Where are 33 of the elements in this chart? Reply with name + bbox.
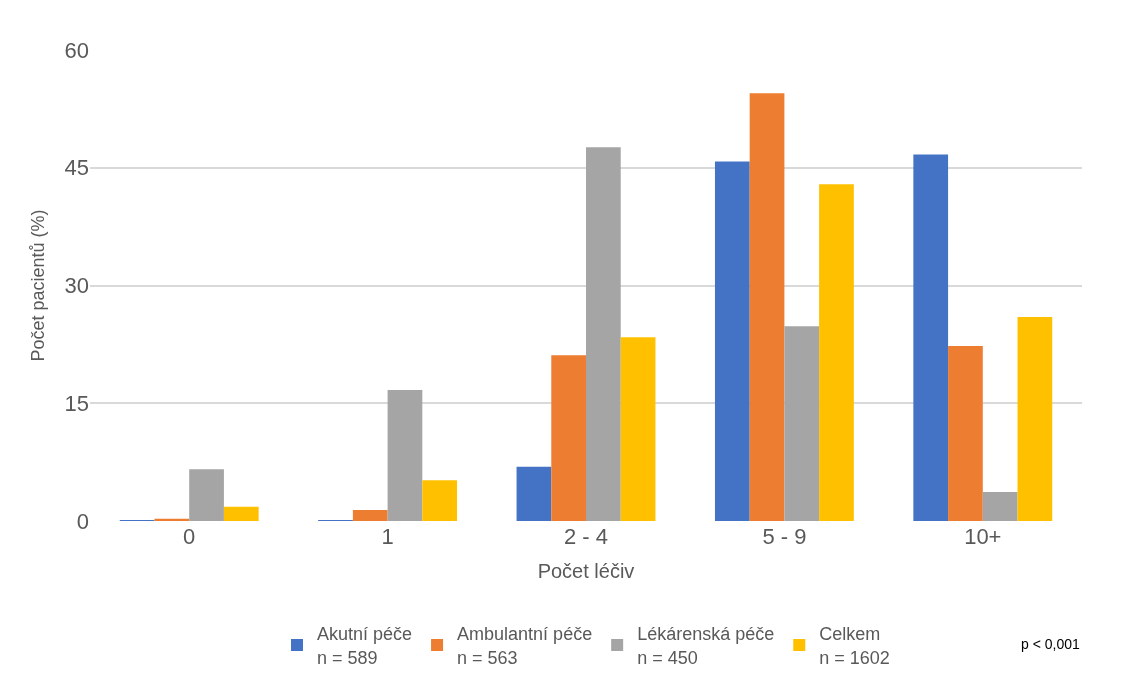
y-tick-label: 60 (64, 37, 89, 63)
bar (714, 161, 750, 521)
bar (620, 337, 656, 521)
legend-label: Akutní péče n = 589 (317, 624, 413, 668)
bar (819, 184, 854, 521)
legend-label: Ambulantní péče n = 563 (457, 624, 593, 668)
bar (189, 469, 224, 521)
bar (223, 506, 259, 521)
legend-label: Celkem n = 1602 (819, 624, 890, 668)
y-axis-title: Počet pacientů (%) (27, 209, 48, 362)
y-tick-label: 45 (64, 155, 89, 181)
bar (387, 389, 423, 521)
legend-label: Lékárenská péče n = 450 (637, 624, 775, 668)
bar (352, 510, 388, 521)
x-tick-label: 5 - 9 (762, 524, 807, 549)
text: p < 0,001 (1021, 636, 1080, 652)
x-axis-title: Počet léčiv (537, 559, 635, 582)
bar (586, 147, 621, 521)
y-tick-label: 15 (64, 390, 89, 416)
x-tick-label: 2 - 4 (563, 524, 609, 549)
x-tick-label: 0 (183, 524, 196, 549)
bar (749, 93, 785, 521)
bar (982, 491, 1018, 521)
x-tick-label: 1 (381, 524, 394, 549)
x-tick-label: 10+ (964, 524, 1002, 549)
bar (784, 326, 820, 521)
y-tick-label: 30 (64, 273, 89, 299)
bar (422, 480, 458, 521)
bar (1017, 316, 1053, 521)
bar (516, 466, 552, 521)
bar (913, 154, 949, 521)
bar (948, 345, 983, 521)
bar (551, 355, 586, 521)
